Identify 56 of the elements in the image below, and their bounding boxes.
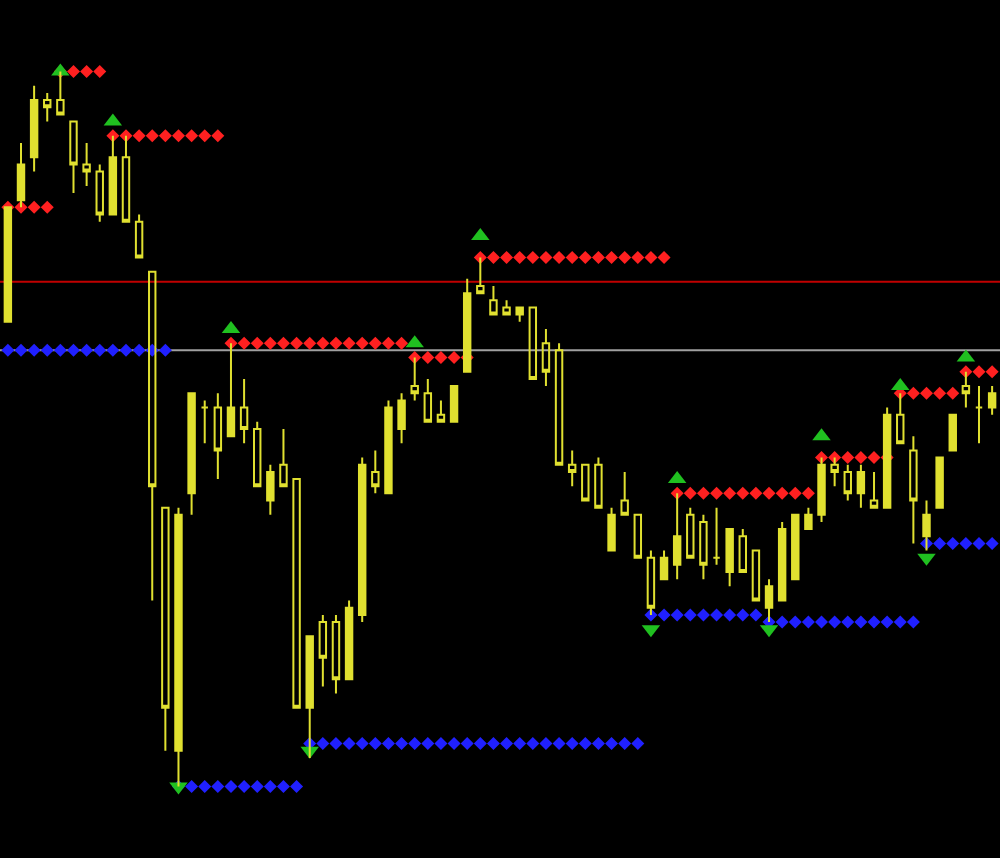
candlestick xyxy=(279,428,288,488)
candlestick xyxy=(43,91,52,123)
candlestick xyxy=(620,470,629,516)
candlestick xyxy=(187,392,196,516)
candlestick xyxy=(777,520,787,602)
candlestick xyxy=(987,385,997,416)
candlestick xyxy=(738,528,747,573)
candlestick xyxy=(95,163,104,223)
candlestick xyxy=(344,599,354,681)
candlestick xyxy=(161,506,170,752)
candlestick xyxy=(213,392,223,481)
candlestick xyxy=(974,385,984,445)
candlestick xyxy=(331,613,341,695)
candlestick xyxy=(82,142,91,187)
candlestick xyxy=(567,449,577,488)
candlestick xyxy=(909,435,918,545)
candlestick xyxy=(397,392,406,445)
candlestick xyxy=(948,413,957,452)
candlestick xyxy=(489,285,498,316)
candlestick xyxy=(318,613,328,688)
candlestick xyxy=(253,420,262,488)
candlestick xyxy=(699,513,708,581)
candlestick xyxy=(449,385,459,423)
candlestick xyxy=(29,84,39,173)
candlestick xyxy=(541,327,551,388)
candlestick xyxy=(502,299,511,316)
candlestick xyxy=(581,463,590,502)
candlestick xyxy=(725,528,734,588)
candlestick xyxy=(804,506,813,531)
candlestick xyxy=(869,470,879,509)
candlestick xyxy=(935,456,944,509)
candlestick xyxy=(607,506,616,552)
candlestick xyxy=(200,399,209,445)
candlestick xyxy=(712,506,721,566)
candlestick xyxy=(292,478,301,709)
candlestick xyxy=(633,513,643,559)
candlestick xyxy=(659,549,669,581)
candlestick xyxy=(436,399,446,423)
candlestick xyxy=(69,120,78,195)
candlestick xyxy=(56,70,65,116)
candlestick xyxy=(239,377,249,445)
candlestick xyxy=(423,377,433,423)
candlestick xyxy=(594,456,603,509)
candlestick xyxy=(148,270,157,602)
candlestick xyxy=(686,506,695,559)
candlestick xyxy=(791,513,800,581)
candlestick xyxy=(751,549,761,602)
candlestick xyxy=(357,456,367,624)
candlestick xyxy=(515,306,524,323)
candlestick xyxy=(266,463,275,516)
candlestick xyxy=(528,306,538,380)
candlestick xyxy=(305,635,314,759)
candlestick xyxy=(134,213,144,259)
candlestick xyxy=(554,342,564,466)
candlestick xyxy=(384,399,393,495)
candlestick xyxy=(371,449,380,495)
